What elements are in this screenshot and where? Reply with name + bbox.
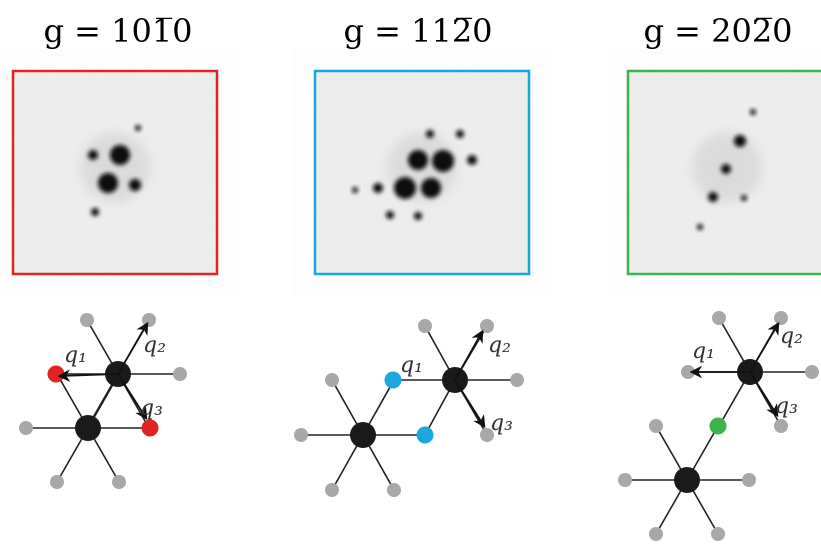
diffraction-spot (426, 130, 434, 138)
haze (80, 133, 150, 203)
lattice-site (510, 373, 524, 387)
panel-title: g = 202̅0 (643, 12, 792, 50)
diffraction-spot (721, 164, 731, 174)
q-label: q₁ (64, 343, 87, 368)
lattice-site (618, 473, 632, 487)
highlight-site (48, 366, 65, 383)
lattice-site (480, 319, 494, 333)
diffraction-spot (352, 187, 358, 193)
q-arrow (750, 372, 777, 415)
diffraction-spot (414, 212, 422, 220)
lattice-site (80, 313, 94, 327)
main-site (674, 467, 700, 493)
q-label: q₂ (780, 324, 803, 349)
lattice-site (294, 428, 308, 442)
diffraction-spot (734, 135, 746, 147)
q-label: q₂ (488, 333, 511, 358)
diffraction-spot (467, 155, 477, 165)
diffraction-spot (708, 192, 718, 202)
lattice-site (142, 313, 156, 327)
panel: g = 202̅0 q₁ q₂ q₃ (618, 12, 821, 541)
diffraction-spot (741, 195, 747, 201)
q-arrow (750, 324, 778, 372)
diffraction-spot (394, 177, 416, 199)
lattice-site (805, 365, 819, 379)
q-label: q₁ (692, 339, 715, 364)
panel: g = 101̅0 q₁ q₂ q₃ (12, 12, 218, 489)
highlight-site (142, 420, 159, 437)
q-arrow (455, 380, 484, 426)
q-arrow (455, 332, 482, 380)
diffraction-spot (110, 145, 130, 165)
lattice-site (19, 421, 33, 435)
lattice-site (173, 367, 187, 381)
q-label: q₃ (490, 411, 513, 436)
q-label: q₃ (775, 394, 798, 419)
diffraction-spot (697, 224, 703, 230)
highlight-site (710, 418, 727, 435)
diffraction-spot (88, 150, 98, 160)
lattice-site (742, 473, 756, 487)
q-label: q₃ (140, 396, 163, 421)
diffraction-spot (386, 211, 394, 219)
panel: g = 112̅0 q₁ q₂ q₃ (294, 12, 530, 497)
diffraction-spot (750, 109, 756, 115)
lattice-site (774, 419, 788, 433)
lattice-site (418, 319, 432, 333)
diffraction-spot (432, 150, 454, 172)
lattice-site (711, 527, 725, 541)
diffraction-spot (421, 178, 441, 198)
lattice-site (387, 483, 401, 497)
lattice-site (649, 527, 663, 541)
main-site (350, 422, 376, 448)
diffraction-spot (456, 130, 464, 138)
diffraction-spot (129, 179, 141, 191)
lattice-site (325, 483, 339, 497)
panel-title: g = 112̅0 (343, 12, 492, 50)
lattice-site (712, 311, 726, 325)
lattice-site (112, 475, 126, 489)
highlight-site (385, 372, 402, 389)
diffraction-spot (98, 173, 118, 193)
q-label: q₂ (143, 333, 166, 358)
diffraction-spot (373, 183, 383, 193)
lattice-site (649, 419, 663, 433)
highlight-site (417, 427, 434, 444)
figure: g = 101̅0 q₁ q₂ q₃ g = 112̅0 q₁ q₂ q₃ g = 202̅0 q… (0, 0, 821, 544)
main-site (75, 415, 101, 441)
panel-title: g = 101̅0 (43, 12, 192, 50)
q-label: q₁ (400, 353, 423, 378)
diffraction-spot (91, 208, 99, 216)
diffraction-spot (408, 150, 428, 170)
diffraction-spot (135, 125, 141, 131)
lattice-site (325, 373, 339, 387)
lattice-site (774, 311, 788, 325)
lattice-site (50, 475, 64, 489)
